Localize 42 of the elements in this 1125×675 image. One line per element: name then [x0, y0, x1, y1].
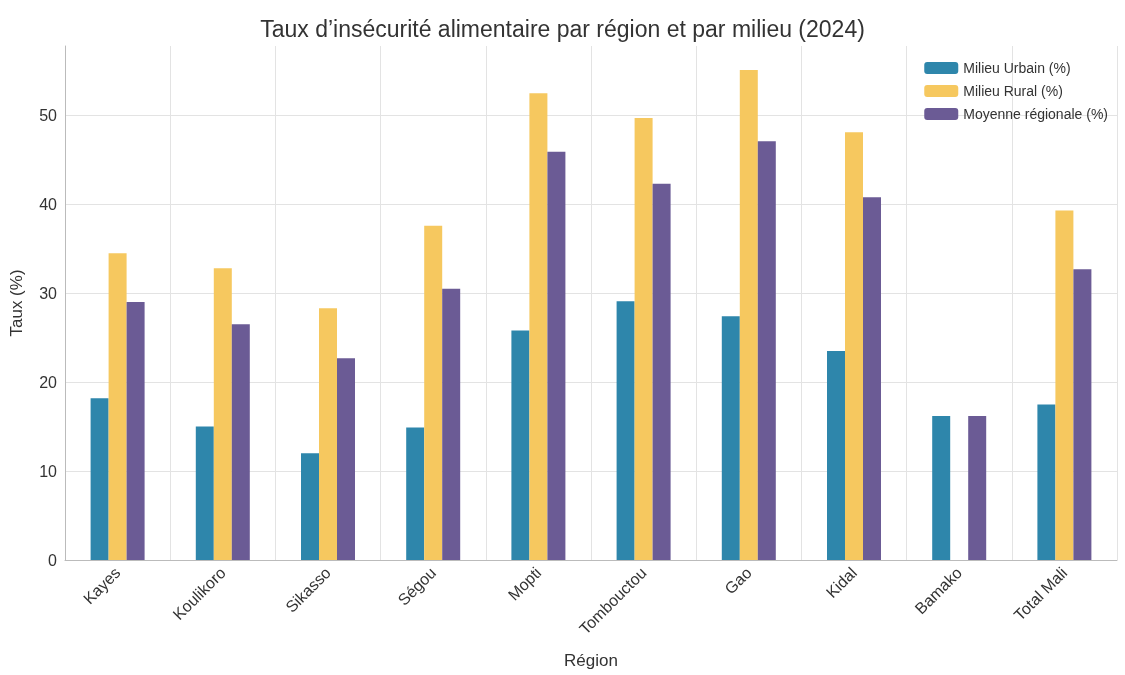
legend-label: Milieu Urbain (%) — [963, 60, 1071, 76]
bar — [1037, 404, 1056, 560]
bar — [319, 308, 337, 560]
legend-label: Milieu Rural (%) — [963, 83, 1063, 99]
y-tick-label: 50 — [39, 106, 58, 124]
bar — [968, 415, 987, 560]
bar — [721, 316, 740, 560]
bar — [739, 70, 758, 560]
y-tick-label: 40 — [39, 195, 58, 213]
bar — [337, 358, 355, 560]
y-tick-label: 0 — [48, 551, 58, 569]
x-axis-title: Région — [564, 651, 618, 670]
y-tick-label: 10 — [39, 462, 58, 480]
bar — [827, 351, 845, 560]
bar — [863, 197, 881, 560]
bar — [511, 330, 530, 560]
bar — [529, 93, 548, 560]
bar — [1055, 210, 1074, 560]
bar — [424, 225, 443, 560]
bar — [616, 301, 635, 560]
bar — [652, 183, 671, 560]
bar — [932, 415, 951, 560]
bar — [1073, 269, 1092, 560]
y-axis-title: Taux (%) — [7, 269, 26, 337]
bar — [547, 151, 566, 560]
bar — [90, 398, 109, 560]
chart-title: Taux d’insécurité alimentaire par région et par milieu (2024) — [260, 15, 865, 42]
y-tick-label: 20 — [39, 373, 58, 391]
bar — [195, 426, 214, 560]
y-tick-label: 30 — [39, 284, 58, 302]
bar — [845, 132, 863, 560]
bar — [213, 268, 232, 560]
x-tick-label: Gao — [721, 563, 755, 598]
bar — [231, 324, 250, 560]
bar — [634, 118, 653, 560]
bar — [406, 427, 425, 560]
bar — [108, 253, 127, 560]
bar — [301, 453, 319, 560]
bar — [442, 288, 461, 560]
bar — [126, 302, 145, 560]
legend-label: Moyenne régionale (%) — [963, 106, 1109, 122]
bar — [757, 141, 776, 560]
